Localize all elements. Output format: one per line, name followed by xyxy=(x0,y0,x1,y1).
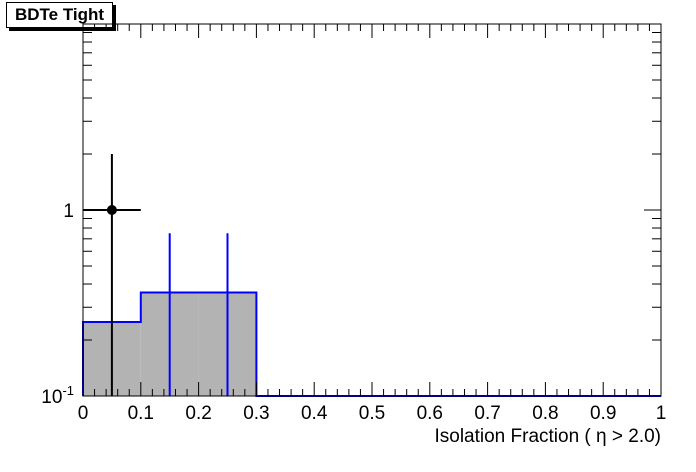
x-tick-label: 0.2 xyxy=(185,403,211,424)
x-tick-label: 0.5 xyxy=(359,403,385,424)
y-tick-label: 1 xyxy=(63,201,74,222)
x-tick-label: 0.9 xyxy=(590,403,616,424)
y-tick-label: 10-1 xyxy=(41,383,74,408)
x-tick-label: 0.8 xyxy=(532,403,558,424)
x-tick-label: 0.1 xyxy=(128,403,154,424)
x-tick-label: 0.6 xyxy=(417,403,443,424)
chart-title: BDTe Tight xyxy=(6,2,114,28)
x-tick-label: 0.7 xyxy=(474,403,500,424)
data-point-marker xyxy=(106,205,117,215)
y-tick-exponent: -1 xyxy=(62,383,74,398)
x-tick-label: 0.4 xyxy=(301,403,328,424)
x-tick-label: 0 xyxy=(78,403,89,424)
x-tick-label: 0.3 xyxy=(243,403,269,424)
x-axis-title: Isolation Fraction ( η > 2.0) xyxy=(434,426,661,447)
x-tick-label: 1 xyxy=(656,403,667,424)
